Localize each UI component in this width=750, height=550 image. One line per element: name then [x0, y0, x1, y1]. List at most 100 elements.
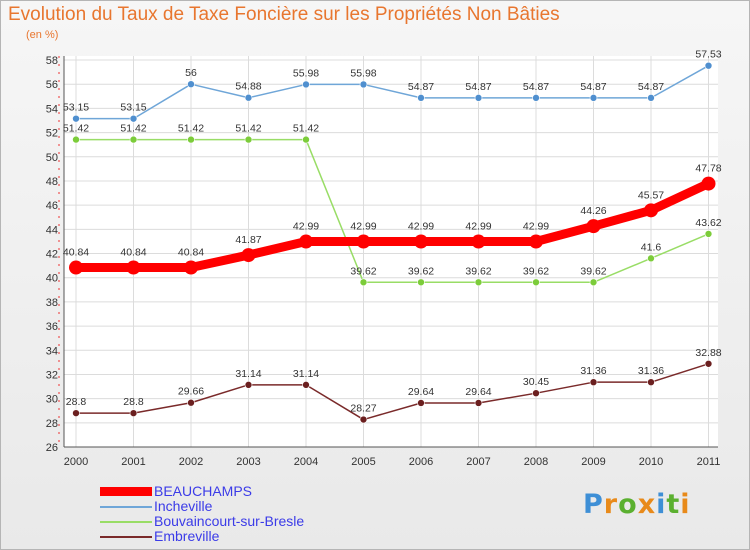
data-label: 54.87 — [465, 81, 491, 93]
data-point — [417, 94, 425, 102]
legend-item: BEAUCHAMPS — [100, 484, 304, 499]
data-point — [589, 278, 598, 287]
data-label: 43.62 — [695, 217, 721, 229]
data-label: 42.99 — [523, 221, 549, 233]
data-label: 51.42 — [120, 123, 146, 135]
data-point — [72, 135, 80, 144]
data-point — [302, 135, 310, 144]
data-label: 54.87 — [408, 81, 434, 93]
data-label: 41.6 — [641, 241, 662, 253]
legend-swatch — [100, 487, 152, 496]
data-point — [126, 260, 141, 275]
data-label: 51.42 — [293, 123, 319, 135]
data-point — [471, 234, 486, 249]
legend-swatch — [100, 535, 152, 538]
data-label: 31.14 — [235, 368, 261, 380]
plot-area — [64, 56, 718, 447]
data-point — [356, 234, 371, 249]
data-point — [184, 260, 198, 275]
data-label: 54.87 — [580, 81, 606, 93]
data-label: 40.84 — [178, 247, 204, 259]
data-label: 42.99 — [408, 221, 434, 233]
x-tick-label: 2010 — [639, 456, 663, 468]
data-point — [704, 230, 713, 238]
y-tick-label: 36 — [46, 321, 58, 333]
logo-letter: i — [680, 489, 691, 520]
data-point — [647, 94, 655, 102]
data-point — [704, 359, 713, 368]
data-point — [244, 135, 253, 144]
legend-item: Bouvaincourt-sur-Bresle — [100, 514, 304, 529]
data-point — [532, 94, 540, 102]
data-label: 29.66 — [178, 386, 204, 398]
x-tick-label: 2008 — [524, 456, 548, 468]
data-label: 47.78 — [695, 163, 721, 175]
data-label: 41.87 — [235, 234, 261, 246]
data-point — [359, 80, 368, 89]
data-point — [532, 389, 540, 397]
data-label: 53.15 — [63, 102, 89, 114]
x-tick-label: 2009 — [581, 456, 605, 468]
series-line-embreville — [76, 363, 709, 421]
logo-letter: r — [603, 489, 619, 520]
legend-swatch — [100, 520, 152, 523]
data-point — [187, 135, 195, 144]
data-point — [704, 61, 713, 70]
x-tick-label: 2005 — [351, 456, 375, 468]
logo-letter: i — [656, 489, 667, 520]
data-label: 30.45 — [523, 376, 549, 388]
data-label: 29.64 — [465, 386, 491, 398]
data-point — [299, 234, 313, 249]
series-line-beauchamps — [76, 179, 711, 273]
y-tick-label: 38 — [46, 297, 58, 309]
data-label: 56 — [185, 67, 197, 79]
x-tick-label: 2002 — [179, 456, 203, 468]
legend-label: Incheville — [154, 498, 213, 514]
data-label: 55.98 — [350, 67, 376, 79]
data-label: 40.84 — [120, 247, 146, 259]
data-point — [647, 378, 655, 386]
data-point — [474, 94, 483, 102]
data-label: 29.64 — [408, 386, 434, 398]
y-tick-label: 30 — [46, 394, 58, 406]
y-tick-label: 48 — [46, 176, 58, 188]
data-label: 42.99 — [465, 221, 491, 233]
legend-item: Incheville — [100, 499, 304, 514]
data-point — [302, 381, 310, 389]
y-tick-label: 42 — [46, 249, 58, 261]
legend-label: BEAUCHAMPS — [154, 483, 253, 499]
x-tick-label: 2007 — [466, 456, 490, 468]
data-label: 42.99 — [350, 221, 376, 233]
data-point — [417, 278, 425, 287]
legend-swatch — [100, 505, 152, 508]
data-label: 40.84 — [63, 247, 89, 259]
data-point — [701, 176, 716, 191]
data-label: 57.53 — [695, 49, 721, 61]
data-label: 54.87 — [523, 81, 549, 93]
legend-item: Embreville — [100, 529, 304, 544]
data-point — [644, 203, 658, 218]
data-point — [129, 409, 138, 417]
y-tick-label: 32 — [46, 369, 58, 381]
data-label: 39.62 — [523, 265, 549, 277]
data-point — [244, 381, 253, 389]
y-tick-label: 44 — [46, 224, 58, 236]
data-label: 54.87 — [638, 81, 664, 93]
y-tick-label: 50 — [46, 152, 58, 164]
data-label: 39.62 — [408, 265, 434, 277]
data-label: 53.15 — [120, 102, 146, 114]
data-point — [589, 94, 598, 102]
series-line-incheville — [76, 65, 709, 120]
data-point — [414, 234, 428, 249]
data-point — [72, 409, 80, 417]
y-tick-label: 40 — [46, 273, 58, 285]
data-point — [129, 114, 138, 123]
logo-letter: t — [666, 489, 681, 520]
data-point — [359, 278, 368, 287]
data-label: 31.36 — [638, 365, 664, 377]
data-label: 28.8 — [123, 396, 144, 408]
data-point — [532, 278, 540, 287]
y-tick-label: 54 — [46, 103, 58, 115]
logo-letter: P — [583, 489, 604, 520]
